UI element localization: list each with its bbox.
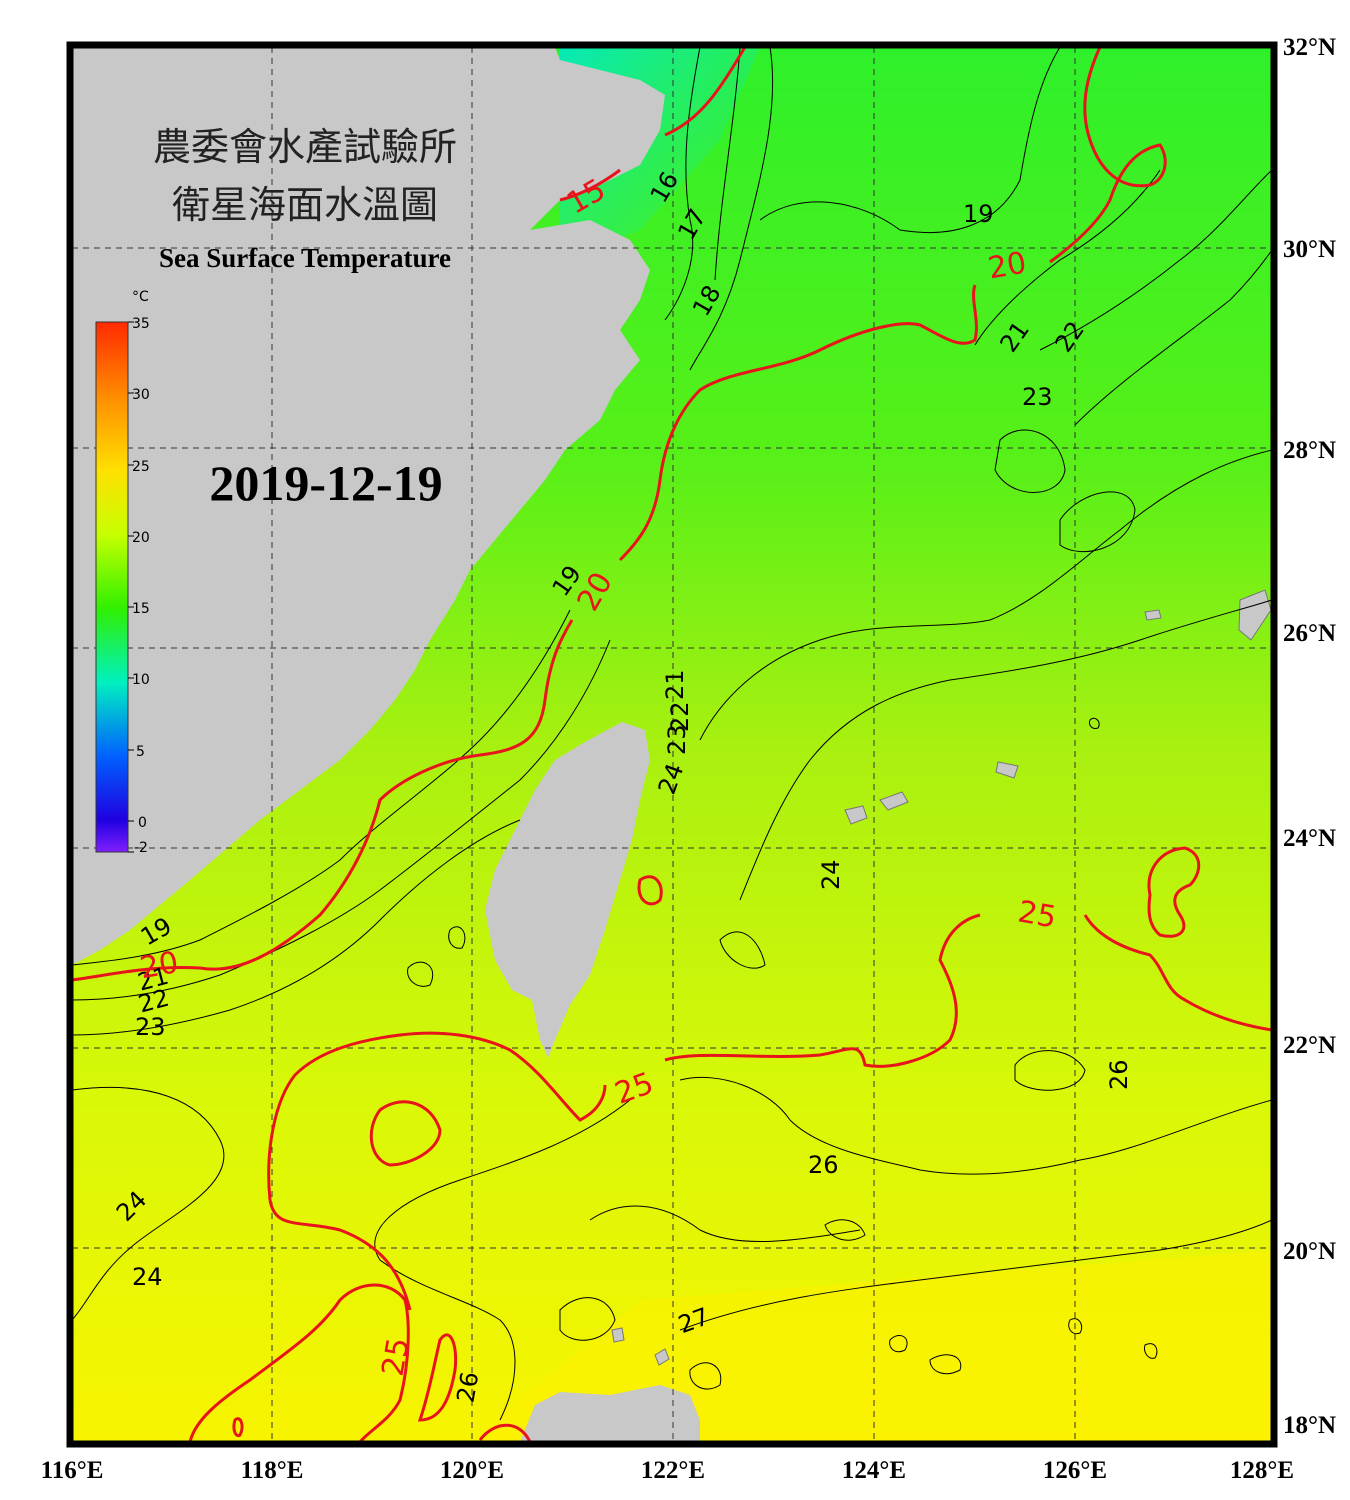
colorbar-tick: 10	[132, 672, 150, 688]
lat-label: 18°N	[1283, 1412, 1336, 1439]
contour-label: 21	[661, 669, 689, 700]
taiwan-island	[485, 722, 650, 1058]
contour-label: 26	[808, 1151, 839, 1179]
longitude-labels: 116°E 118°E 120°E 122°E 124°E 126°E 128°…	[41, 1457, 1294, 1484]
colorbar-tick: 5	[136, 744, 145, 760]
contour-label: 24	[132, 1263, 163, 1291]
lat-label: 32°N	[1283, 34, 1336, 61]
contour-label: 20	[985, 245, 1029, 286]
isotherms-major	[72, 47, 1272, 1442]
colorbar-tick: 20	[132, 530, 150, 546]
colorbar-tick: -2	[134, 840, 148, 856]
contour-label: 19	[963, 200, 994, 228]
lon-label: 122°E	[641, 1457, 705, 1484]
colorbar: °C 35 30 25 20 15 10 5 0 -2	[95, 289, 150, 856]
lat-label: 22°N	[1283, 1032, 1336, 1059]
contour-label: 23	[135, 1013, 166, 1041]
contour-label: 26	[451, 1370, 484, 1405]
contour-label: 26	[1105, 1059, 1133, 1090]
title-line-3: Sea Surface Temperature	[159, 243, 451, 273]
lat-label: 28°N	[1283, 437, 1336, 464]
lon-label: 118°E	[241, 1457, 304, 1484]
lon-label: 116°E	[41, 1457, 104, 1484]
contour-label: 24	[817, 859, 845, 890]
contour-label: 22	[666, 701, 694, 732]
lon-label: 124°E	[842, 1457, 906, 1484]
title-line-1: 農委會水產試驗所	[153, 125, 457, 169]
luzon-land	[520, 1385, 700, 1442]
map-frame	[66, 41, 1278, 1448]
title-line-2: 衛星海面水溫圖	[172, 183, 438, 227]
lon-label: 120°E	[440, 1457, 504, 1484]
contour-label: 25	[1015, 894, 1059, 935]
contour-label: 23	[1022, 383, 1053, 411]
colorbar-tick: 30	[132, 387, 150, 403]
mainland-land	[72, 47, 665, 965]
ryukyu-islands	[611, 589, 1272, 1366]
latitude-labels: 32°N 30°N 28°N 26°N 24°N 22°N 20°N 18°N	[1283, 34, 1336, 1439]
colorbar-tick: 0	[138, 815, 147, 831]
contour-label: 25	[376, 1335, 417, 1379]
lat-label: 30°N	[1283, 236, 1336, 263]
graticule	[72, 47, 1272, 1442]
contour-label: 23	[663, 724, 691, 755]
colorbar-gradient	[95, 321, 129, 853]
lat-label: 24°N	[1283, 825, 1336, 852]
lon-label: 126°E	[1043, 1457, 1107, 1484]
colorbar-tick: 35	[132, 316, 150, 332]
colorbar-tick: 15	[132, 601, 150, 617]
date-label: 2019-12-19	[209, 455, 442, 511]
colorbar-unit: °C	[132, 289, 149, 305]
isotherms-minor	[72, 47, 1272, 1421]
lon-label: 128°E	[1230, 1457, 1294, 1484]
colorbar-tick: 25	[132, 459, 150, 475]
lat-label: 20°N	[1283, 1238, 1336, 1265]
contour-label: 20	[137, 945, 181, 986]
lat-label: 26°N	[1283, 620, 1336, 647]
